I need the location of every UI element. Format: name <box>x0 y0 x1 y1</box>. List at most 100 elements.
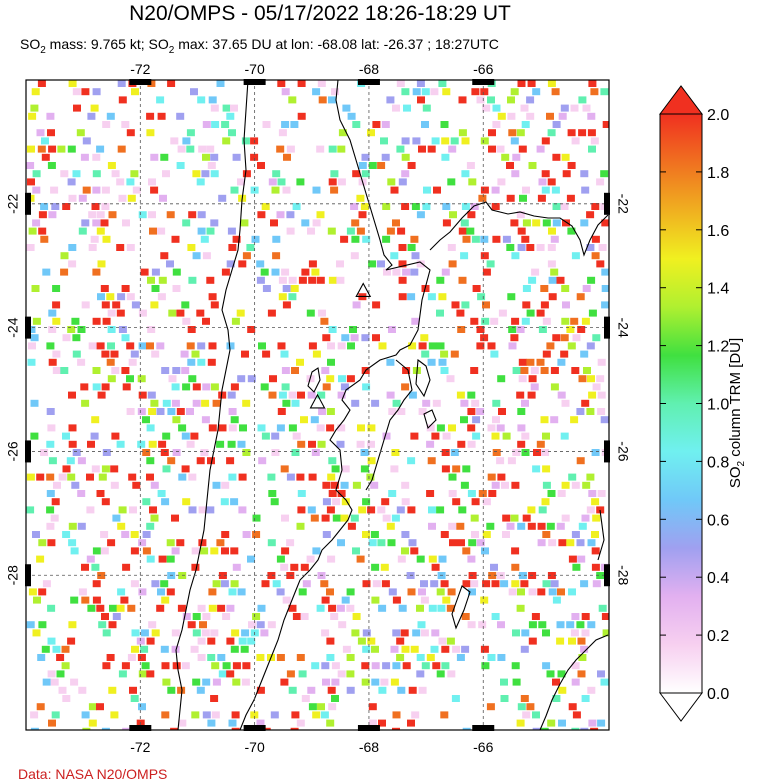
so2-pixel <box>68 194 77 202</box>
so2-pixel <box>598 604 607 612</box>
so2-pixel <box>416 604 424 612</box>
so2-pixel <box>48 145 57 153</box>
colorbar-tick-label: 1.8 <box>707 165 729 182</box>
so2-pixel <box>497 375 506 383</box>
so2-pixel <box>597 719 606 727</box>
so2-pixel <box>550 235 559 243</box>
so2-pixel <box>448 260 457 268</box>
so2-pixel <box>296 358 304 366</box>
so2-pixel <box>68 424 77 432</box>
so2-pixel <box>421 88 430 96</box>
so2-pixel <box>540 367 549 374</box>
so2-pixel <box>521 235 530 243</box>
so2-pixel <box>260 629 269 637</box>
so2-pixel <box>301 219 310 227</box>
so2-pixel <box>230 580 239 588</box>
so2-pixel <box>532 465 541 473</box>
so2-pixel <box>547 260 556 268</box>
so2-pixel <box>88 342 97 350</box>
so2-pixel <box>52 645 61 653</box>
so2-pixel <box>371 563 380 571</box>
so2-pixel <box>502 235 511 243</box>
volcano-markers <box>309 282 372 409</box>
so2-pixel <box>182 219 191 227</box>
so2-pixel <box>42 268 51 276</box>
so2-pixel <box>121 531 130 538</box>
so2-pixel <box>157 293 166 301</box>
so2-pixel <box>370 481 379 489</box>
so2-pixel <box>72 88 81 96</box>
so2-pixel <box>241 629 250 637</box>
so2-pixel <box>286 473 295 481</box>
so2-pixel <box>112 514 121 522</box>
so2-pixel <box>351 219 360 227</box>
so2-pixel <box>568 703 577 711</box>
so2-pixel <box>481 547 489 555</box>
so2-pixel <box>256 654 265 661</box>
so2-pixel <box>210 383 219 391</box>
so2-pixel <box>102 317 111 325</box>
so2-pixel <box>420 580 428 588</box>
so2-pixel <box>526 703 535 711</box>
so2-pixel <box>416 670 425 678</box>
so2-pixel <box>137 654 146 661</box>
so2-pixel <box>146 129 155 137</box>
so2-pixel <box>386 391 395 399</box>
so2-pixel <box>187 358 196 366</box>
so2-pixel <box>291 367 299 374</box>
so2-pixel <box>238 260 247 268</box>
so2-pixel <box>511 563 520 571</box>
so2-pixel <box>458 276 467 284</box>
so2-pixel <box>416 654 425 661</box>
tick-mark <box>604 440 610 463</box>
so2-pixel <box>328 490 337 497</box>
so2-pixel <box>136 637 145 645</box>
so2-pixel <box>426 440 435 448</box>
so2-pixel <box>62 334 71 342</box>
so2-pixel <box>147 276 155 284</box>
so2-pixel <box>327 686 336 694</box>
colorbar-gradient <box>659 113 703 694</box>
so2-pixel <box>328 178 337 186</box>
so2-pixel <box>592 383 601 391</box>
so2-pixel <box>518 145 527 153</box>
tick-mark <box>604 316 610 339</box>
so2-pixel <box>146 670 155 678</box>
so2-pixel <box>226 670 235 678</box>
so2-pixel <box>372 334 380 342</box>
so2-pixel <box>109 604 117 612</box>
so2-pixel <box>338 375 346 383</box>
so2-pixel <box>277 408 286 415</box>
so2-pixel <box>62 432 70 440</box>
so2-pixel <box>206 227 215 235</box>
so2-pixel <box>601 285 609 292</box>
so2-pixel <box>591 252 600 260</box>
so2-pixel <box>232 153 241 161</box>
so2-pixel <box>126 375 134 383</box>
so2-pixel <box>420 596 429 604</box>
so2-pixel <box>428 506 436 514</box>
so2-pixel <box>467 424 476 432</box>
so2-pixel <box>88 719 97 727</box>
so2-pixel <box>68 621 77 629</box>
so2-pixel <box>548 588 557 596</box>
so2-pixel <box>276 211 285 219</box>
colorbar-tick-label: 2.0 <box>707 107 729 124</box>
so2-pixel <box>532 88 541 96</box>
so2-pixel <box>268 178 277 186</box>
so2-pixel <box>202 252 211 260</box>
so2-pixel <box>197 211 206 219</box>
so2-pixel <box>267 309 276 317</box>
so2-pixel <box>197 654 206 661</box>
so2-pixel <box>431 563 440 571</box>
so2-pixel <box>390 252 399 260</box>
so2-pixel <box>82 186 91 194</box>
so2-pixel <box>587 621 596 629</box>
so2-pixel <box>278 391 287 399</box>
so2-pixel <box>50 514 59 522</box>
so2-pixel <box>416 80 425 87</box>
tick-mark <box>25 564 31 587</box>
so2-pixel <box>216 539 225 547</box>
so2-pixel <box>388 408 397 415</box>
lon-tick-label-bottom: -72 <box>130 739 150 755</box>
